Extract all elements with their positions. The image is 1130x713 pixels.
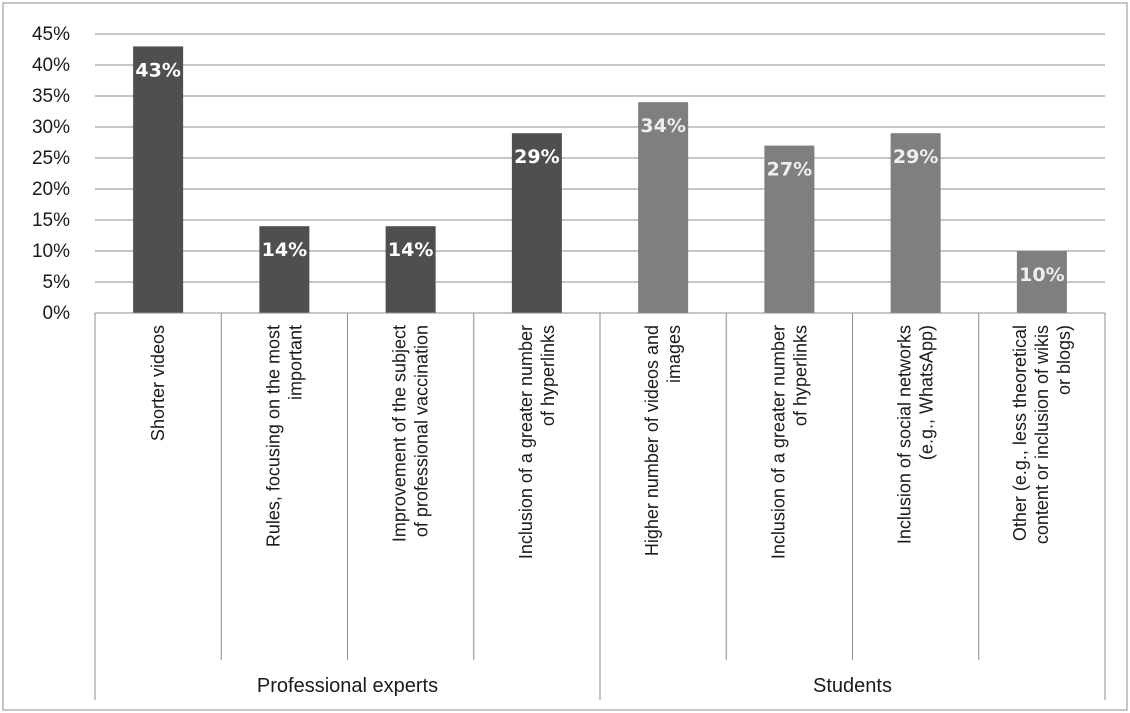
bar: [1016, 251, 1067, 313]
category-label: Inclusion of a greater number of hyperlin…: [768, 325, 810, 559]
data-label: 43%: [135, 59, 180, 81]
data-label: 29%: [893, 146, 938, 168]
bars: 43% 14% 14% 29% 34% 27% 29% 10%: [133, 46, 1067, 314]
y-tick-label: 45%: [32, 24, 70, 45]
bar: [511, 133, 562, 313]
group-label: Students: [813, 675, 892, 697]
category-label-line: or blogs): [1054, 325, 1074, 395]
category-label-line: Shorter videos: [148, 325, 168, 441]
category-label-line: Inclusion of a greater number: [516, 325, 536, 559]
category-label: Inclusion of social networks (e.g., Whats…: [895, 325, 937, 544]
data-label: 27%: [767, 159, 812, 181]
category-label-line: Improvement of the subject: [390, 325, 410, 542]
category-label: Other (e.g., less theoretical content or …: [1010, 325, 1074, 544]
y-tick-label: 0%: [43, 303, 71, 324]
bar: [638, 102, 689, 313]
y-tick-label: 15%: [32, 210, 70, 231]
category-label-line: of professional vaccination: [412, 325, 432, 537]
data-label: 14%: [388, 239, 433, 261]
data-label: 14%: [262, 239, 307, 261]
category-label: Rules, focusing on the most important: [263, 325, 305, 547]
category-axis: [94, 312, 1106, 700]
category-labels: Shorter videos Rules, focusing on the mos…: [148, 325, 1074, 559]
bar: [890, 133, 941, 313]
category-label-line: Inclusion of a greater number: [768, 325, 788, 559]
data-label: 34%: [640, 115, 685, 137]
category-label: Higher number of videos and images: [642, 325, 684, 556]
category-label-line: Higher number of videos and: [642, 325, 662, 556]
bar: [764, 145, 815, 313]
y-tick-label: 30%: [32, 117, 70, 138]
bar: [259, 226, 310, 313]
bar: [385, 226, 436, 313]
category-label-line: of hyperlinks: [790, 325, 810, 426]
group-labels: Professional experts Students: [257, 675, 892, 697]
category-label: Inclusion of a greater number of hyperlin…: [516, 325, 558, 559]
category-label-line: images: [664, 325, 684, 383]
bar: [133, 46, 184, 314]
category-label-line: important: [285, 325, 305, 400]
category-label-line: Rules, focusing on the most: [263, 325, 283, 547]
group-label: Professional experts: [257, 675, 438, 697]
data-label: 29%: [514, 146, 559, 168]
y-tick-label: 25%: [32, 148, 70, 169]
category-label: Improvement of the subject of professiona…: [390, 325, 432, 542]
category-label-line: Other (e.g., less theoretical: [1010, 325, 1030, 541]
category-label-line: content or inclusion of wikis: [1032, 325, 1052, 544]
y-tick-label: 35%: [32, 86, 70, 107]
category-label-line: (e.g., WhatsApp): [917, 325, 937, 460]
data-label: 10%: [1019, 264, 1064, 286]
category-label-line: Inclusion of social networks: [895, 325, 915, 544]
category-label: Shorter videos: [148, 325, 168, 441]
y-tick-label: 5%: [43, 272, 71, 293]
y-tick-label: 40%: [32, 55, 70, 76]
category-label-line: of hyperlinks: [538, 325, 558, 426]
y-axis-ticks: 0% 5% 10% 15% 20% 25% 30% 35% 40% 45%: [32, 24, 70, 324]
y-tick-label: 20%: [32, 179, 70, 200]
y-tick-label: 10%: [32, 241, 70, 262]
